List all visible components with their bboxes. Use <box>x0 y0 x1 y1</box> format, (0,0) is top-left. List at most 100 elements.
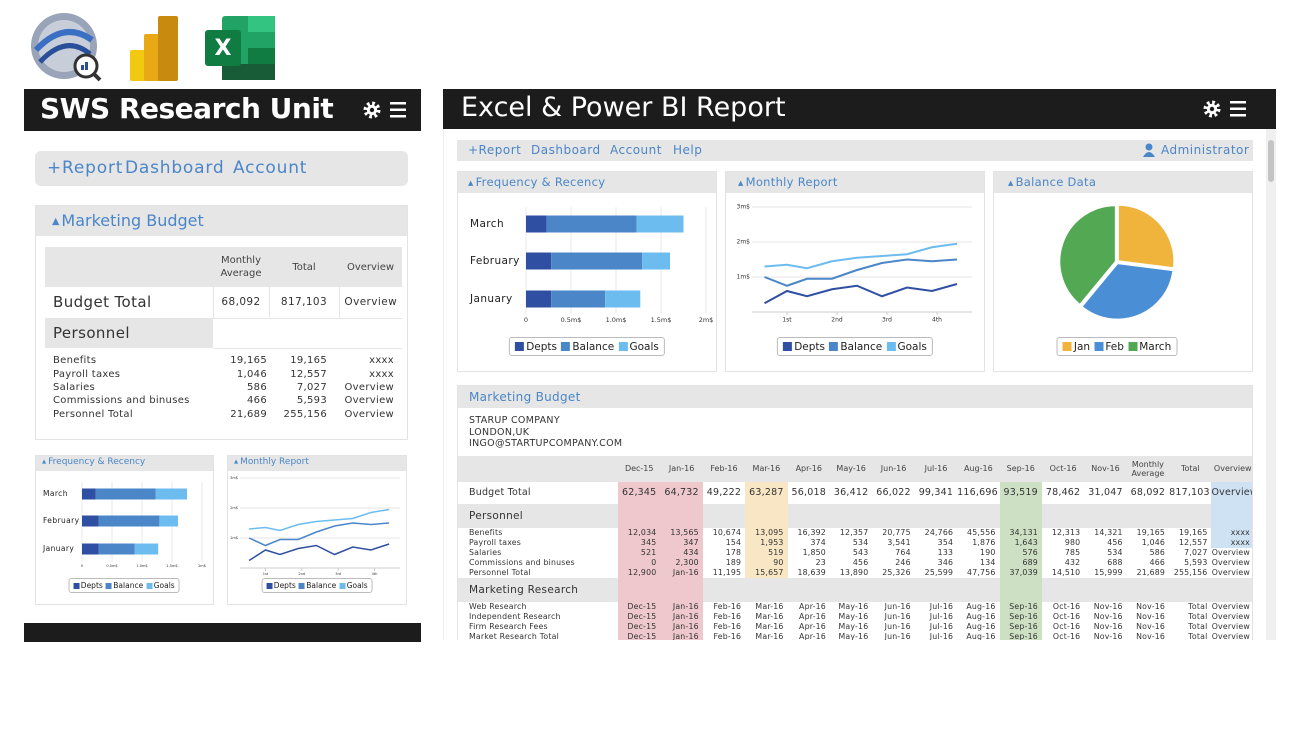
legend-swatch <box>515 341 525 351</box>
cell-value: Nov-16 <box>1093 622 1123 631</box>
cell-value: 7,027 <box>296 381 327 393</box>
section-label: Personnel <box>45 318 213 348</box>
column-header: Total <box>292 261 316 273</box>
column-header: Sep-16 <box>1006 464 1035 474</box>
cell-value: Jul-16 <box>929 612 954 621</box>
cell-value: 5,593 <box>1184 558 1208 567</box>
cell-value: Dec-15 <box>618 622 661 632</box>
legend-item: Balance <box>829 341 882 353</box>
cell-value: 374 <box>810 538 826 547</box>
row-label: Firm Research Fees <box>469 622 548 631</box>
user-icon <box>1143 143 1155 157</box>
detail-row: Benefits 12,034 13,565 10,674 13,095 16,392 12… <box>458 528 1252 538</box>
cell-value: Jul-16 <box>929 622 954 631</box>
cell-value: 12,900 <box>618 568 661 578</box>
cell-value: 68,092 <box>212 287 269 318</box>
column-header: Aug-16 <box>963 464 993 474</box>
cell <box>618 578 661 602</box>
cell-value: 521 <box>618 548 661 558</box>
cell-value: 345 <box>618 538 661 548</box>
cell-value: Jan-16 <box>660 602 703 612</box>
cell <box>213 318 402 349</box>
cell-value: Nov-16 <box>1136 612 1166 621</box>
cell-value: 66,022 <box>876 487 911 498</box>
cell-value: Overview <box>1211 482 1252 504</box>
legend: Depts Balance Goals <box>261 578 373 593</box>
scrollbar[interactable] <box>1266 129 1276 640</box>
cell-value: Jul-16 <box>929 602 954 611</box>
nav-item[interactable]: Dashboard <box>125 158 225 178</box>
budget-table: Monthly Average Total Overview Budget Total… <box>45 247 402 421</box>
cell-value: 49,222 <box>706 487 742 498</box>
legend-item: Feb <box>1094 341 1124 353</box>
cell-value: Overview <box>1211 602 1250 611</box>
header-icons[interactable] <box>360 98 410 122</box>
nav-item[interactable]: Help <box>673 143 703 157</box>
card-title: Frequency & Recency <box>458 172 716 193</box>
cell <box>618 504 661 528</box>
legend-swatch <box>618 341 628 351</box>
cell <box>1211 578 1252 602</box>
cell-value: 190 <box>980 548 996 557</box>
column-header: Jan-16 <box>668 464 695 474</box>
cell-value: 980 <box>1064 538 1081 547</box>
cell-value: 534 <box>852 538 869 547</box>
row-label: Personnel Total <box>469 568 531 577</box>
section-label: Personnel <box>458 504 619 528</box>
nav-item[interactable]: +Report <box>468 143 522 157</box>
nav-item[interactable]: Account <box>610 143 662 157</box>
cell-value: Nov-16 <box>1136 632 1166 640</box>
scroll-thumb[interactable] <box>1268 140 1274 182</box>
legend-swatch <box>105 582 112 589</box>
cell-value: 24,766 <box>924 528 954 537</box>
section-row: Personnel <box>458 504 1252 528</box>
left-nav: +Report Dashboard Account <box>35 151 408 186</box>
legend-label: March <box>1139 340 1172 353</box>
cell-value: Jan-16 <box>660 612 703 622</box>
user-name[interactable]: Administrator <box>1161 143 1250 157</box>
cell-value: Feb-16 <box>713 602 742 611</box>
legend-swatch <box>1094 341 1104 351</box>
cell-value: Aug-16 <box>966 622 996 631</box>
cell <box>787 504 830 528</box>
total-row: Budget Total 62,345 64,732 49,222 63,287 56,0… <box>458 482 1252 504</box>
cell-value: 25,326 <box>882 568 911 577</box>
cell <box>829 578 873 602</box>
cell <box>1169 504 1212 528</box>
cell-value: Sep-16 <box>999 622 1042 632</box>
right-header: Excel & Power BI Report <box>443 89 1276 129</box>
legend-swatch <box>829 341 839 351</box>
detail-row: Personnel Total 12,900 Jan-16 11,195 15,657 1… <box>458 568 1252 578</box>
cell-value: 347 <box>660 538 703 548</box>
cell-value: 0 <box>618 558 661 568</box>
excel-letter: X <box>215 36 232 61</box>
nav-item[interactable]: Dashboard <box>531 143 601 157</box>
row-label: Salaries <box>469 548 502 557</box>
header-icons[interactable] <box>1200 97 1250 121</box>
legend-label: Balance <box>840 340 883 353</box>
cell-value: 45,556 <box>967 528 996 537</box>
cell-value: 519 <box>745 548 788 558</box>
column-header: Apr-16 <box>795 464 822 474</box>
cell-value: 817,103 <box>1169 487 1210 498</box>
total-row: Budget Total 68,092 817,103 Overview <box>45 287 402 318</box>
cell-value: 255,156 <box>283 408 327 420</box>
row-label: Payroll taxes <box>469 538 522 547</box>
nav-item[interactable]: Account <box>233 158 308 178</box>
cell <box>1126 504 1170 528</box>
cell-value: Mar-16 <box>755 622 784 631</box>
nav-item[interactable]: +Report <box>47 158 124 178</box>
cell <box>1084 504 1127 528</box>
column-header: Mar-16 <box>752 464 781 474</box>
cell-value: 543 <box>852 548 869 557</box>
cell-value: 14,321 <box>1094 528 1123 537</box>
cell-value: 13,890 <box>839 568 869 577</box>
cell-value: 63,287 <box>745 482 788 504</box>
cell-value: 12,034 <box>618 528 661 538</box>
cell-value: 689 <box>999 558 1042 568</box>
logos: X <box>31 13 275 82</box>
cell-value: 354 <box>937 538 954 547</box>
cell-value: Feb-16 <box>713 612 742 621</box>
cell-value: Overview <box>1211 558 1250 567</box>
